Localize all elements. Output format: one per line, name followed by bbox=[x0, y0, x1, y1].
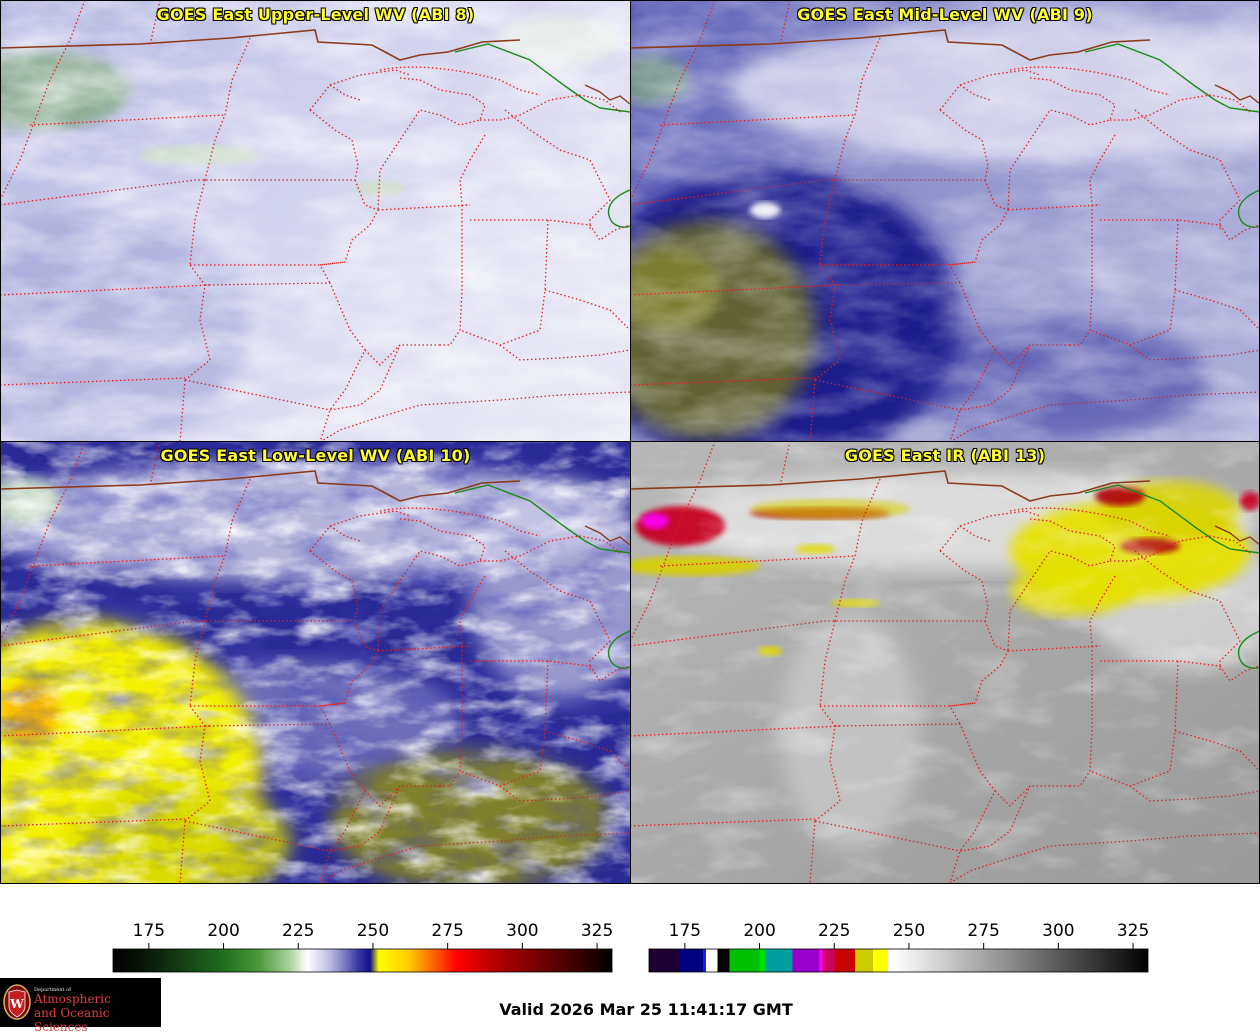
upper-wv-imagery bbox=[0, 0, 631, 442]
mid-wv-imagery bbox=[630, 0, 1260, 442]
low-wv-imagery bbox=[0, 441, 631, 883]
wv-tick-label-250: 250 bbox=[357, 921, 389, 941]
valid-time: Valid 2026 Mar 25 11:41:17 GMT bbox=[499, 1000, 793, 1019]
ir-imagery bbox=[630, 441, 1260, 883]
ir-colorbar: 175 200 225 250 275 300 325 bbox=[648, 921, 1149, 973]
wv-tick-label-200: 200 bbox=[207, 921, 239, 941]
wv-tick-label-225: 225 bbox=[282, 921, 314, 941]
ir-tick-label-175: 175 bbox=[669, 921, 701, 941]
panel-title: GOES East Upper-Level WV (ABI 8) bbox=[156, 5, 475, 24]
ir-tick-label-300: 300 bbox=[1042, 921, 1074, 941]
panel-title: GOES East Mid-Level WV (ABI 9) bbox=[797, 5, 1093, 24]
panel-low-level-wv: GOES East Low-Level WV (ABI 10) bbox=[0, 441, 631, 883]
ir-tick-label-225: 225 bbox=[818, 921, 850, 941]
wv-tick-label-175: 175 bbox=[133, 921, 165, 941]
logo-line-1: Department of bbox=[34, 987, 71, 993]
wv-colorbar: 175 200 225 250 275 300 325 bbox=[112, 921, 613, 973]
wv-tick-label-325: 325 bbox=[581, 921, 613, 941]
panel-mid-level-wv: GOES East Mid-Level WV (ABI 9) bbox=[630, 0, 1260, 442]
ir-tick-label-250: 250 bbox=[893, 921, 925, 941]
wv-tick-label-300: 300 bbox=[506, 921, 538, 941]
uw-crest-icon: W bbox=[3, 984, 31, 1020]
ir-tick-label-325: 325 bbox=[1117, 921, 1149, 941]
panel-title: GOES East IR (ABI 13) bbox=[844, 446, 1046, 465]
svg-text:W: W bbox=[9, 997, 24, 1011]
panel-ir: GOES East IR (ABI 13) bbox=[630, 441, 1260, 883]
panel-upper-level-wv: GOES East Upper-Level WV (ABI 8) bbox=[0, 0, 631, 442]
wv-tick-label-275: 275 bbox=[431, 921, 463, 941]
ir-tick-label-275: 275 bbox=[967, 921, 999, 941]
logo-line-2: Atmospheric bbox=[34, 992, 111, 1006]
panel-title: GOES East Low-Level WV (ABI 10) bbox=[160, 446, 471, 465]
ir-tick-label-200: 200 bbox=[743, 921, 775, 941]
